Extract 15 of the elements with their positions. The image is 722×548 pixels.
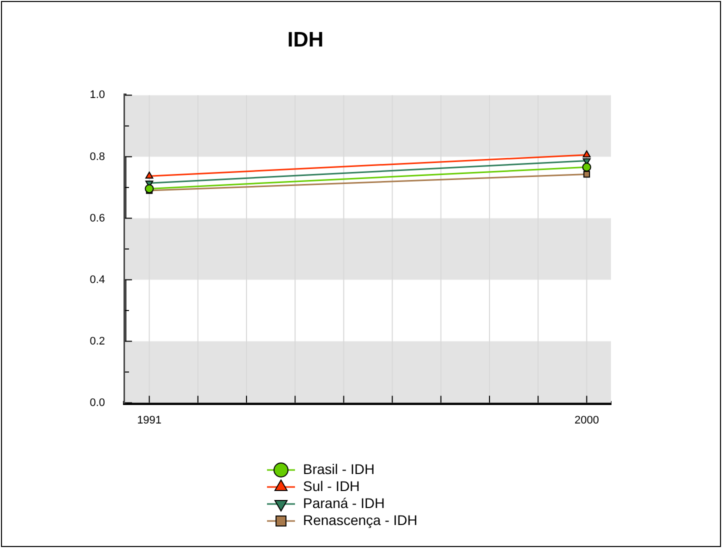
y-tick-label: 1.0 — [90, 89, 105, 102]
legend-label: Renascença - IDH — [303, 512, 418, 528]
point — [583, 170, 590, 178]
x-tick-label: 2000 — [574, 414, 599, 426]
point — [582, 162, 592, 172]
y-tick-label: 0.4 — [90, 274, 105, 286]
y-tick-label: 0.6 — [90, 212, 105, 224]
y-tick-label: 0.2 — [90, 335, 105, 348]
y-tick-label: 0.8 — [90, 150, 105, 163]
legend-label: Sul - IDH — [303, 478, 360, 494]
chart-title: IDH — [287, 28, 324, 52]
legend-label: Paraná - IDH — [303, 494, 385, 511]
y-tick-label: 0.0 — [90, 396, 105, 409]
legend-label: Brasil - IDH — [303, 460, 375, 477]
x-tick-label: 1991 — [137, 414, 162, 426]
